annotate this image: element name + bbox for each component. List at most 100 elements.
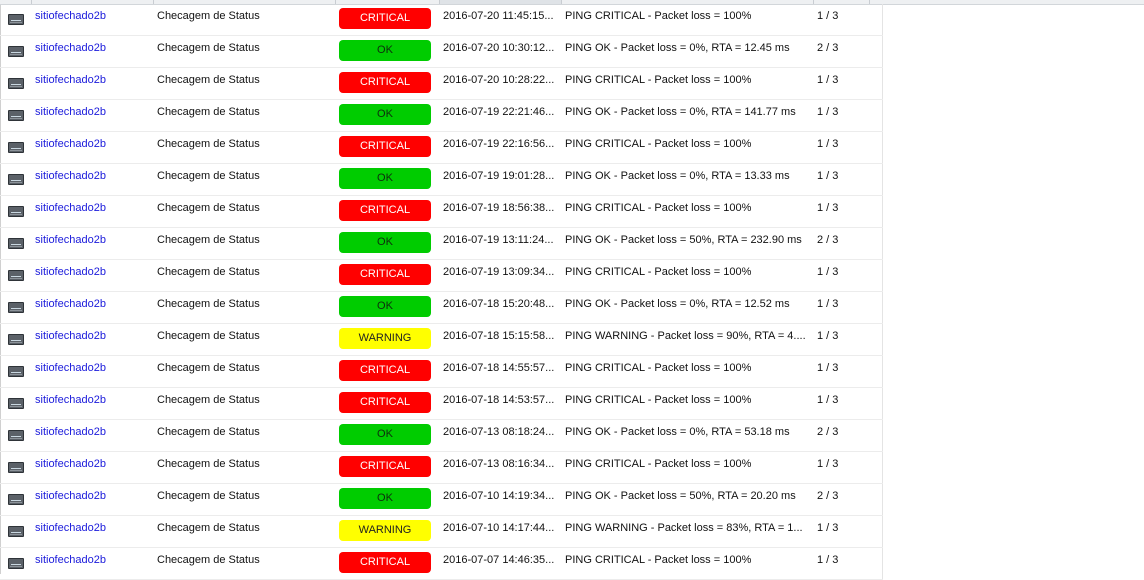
host-cell: sitiofechado2b: [32, 195, 154, 228]
host-link[interactable]: sitiofechado2b: [35, 266, 106, 278]
table-row[interactable]: sitiofechado2b Checagem de Status OK 201…: [0, 419, 883, 452]
event-rows: sitiofechado2b Checagem de Status CRITIC…: [0, 4, 883, 580]
status-badge: CRITICAL: [339, 360, 431, 381]
host-cell: sitiofechado2b: [32, 163, 154, 196]
event-time: 2016-07-18 14:55:57...: [443, 362, 555, 374]
status-badge: CRITICAL: [339, 8, 431, 29]
service-cell: Checagem de Status: [154, 483, 336, 516]
time-cell: 2016-07-10 14:19:34...: [440, 483, 562, 516]
output-cell: PING OK - Packet loss = 0%, RTA = 53.18 …: [562, 419, 814, 452]
status-output: PING OK - Packet loss = 0%, RTA = 12.52 …: [565, 298, 790, 310]
row-icon-cell: [0, 163, 32, 196]
host-link[interactable]: sitiofechado2b: [35, 458, 106, 470]
row-icon-cell: [0, 67, 32, 100]
host-cell: sitiofechado2b: [32, 227, 154, 260]
service-cell: Checagem de Status: [154, 227, 336, 260]
host-monitor-icon: [8, 430, 24, 441]
event-time: 2016-07-10 14:19:34...: [443, 490, 555, 502]
host-cell: sitiofechado2b: [32, 419, 154, 452]
host-monitor-icon: [8, 110, 24, 121]
table-row[interactable]: sitiofechado2b Checagem de Status OK 201…: [0, 99, 883, 132]
table-row[interactable]: sitiofechado2b Checagem de Status CRITIC…: [0, 547, 883, 580]
host-monitor-icon: [8, 526, 24, 537]
attempt-count: 1 / 3: [817, 330, 839, 342]
service-cell: Checagem de Status: [154, 99, 336, 132]
event-time: 2016-07-19 22:21:46...: [443, 106, 555, 118]
table-row[interactable]: sitiofechado2b Checagem de Status CRITIC…: [0, 259, 883, 292]
output-cell: PING CRITICAL - Packet loss = 100%: [562, 131, 814, 164]
attempt-count: 2 / 3: [817, 426, 839, 438]
table-row[interactable]: sitiofechado2b Checagem de Status CRITIC…: [0, 4, 883, 36]
service-name: Checagem de Status: [157, 490, 260, 502]
service-cell: Checagem de Status: [154, 387, 336, 420]
attempt-cell: 1 / 3: [814, 195, 883, 228]
table-row[interactable]: sitiofechado2b Checagem de Status WARNIN…: [0, 515, 883, 548]
host-link[interactable]: sitiofechado2b: [35, 234, 106, 246]
host-cell: sitiofechado2b: [32, 99, 154, 132]
header-icon-col[interactable]: [0, 0, 32, 4]
status-output: PING WARNING - Packet loss = 90%, RTA = …: [565, 330, 806, 342]
host-link[interactable]: sitiofechado2b: [35, 170, 106, 182]
host-cell: sitiofechado2b: [32, 323, 154, 356]
event-time: 2016-07-19 13:09:34...: [443, 266, 555, 278]
host-link[interactable]: sitiofechado2b: [35, 394, 106, 406]
attempt-cell: 1 / 3: [814, 291, 883, 324]
attempt-cell: 1 / 3: [814, 99, 883, 132]
status-badge: OK: [339, 424, 431, 445]
header-host-col[interactable]: [32, 0, 154, 4]
table-row[interactable]: sitiofechado2b Checagem de Status WARNIN…: [0, 323, 883, 356]
table-row[interactable]: sitiofechado2b Checagem de Status OK 201…: [0, 35, 883, 68]
table-row[interactable]: sitiofechado2b Checagem de Status OK 201…: [0, 291, 883, 324]
host-link[interactable]: sitiofechado2b: [35, 138, 106, 150]
table-row[interactable]: sitiofechado2b Checagem de Status CRITIC…: [0, 451, 883, 484]
header-status-col[interactable]: [336, 0, 440, 4]
row-icon-cell: [0, 355, 32, 388]
header-time-col[interactable]: [440, 0, 562, 4]
header-attempt-col[interactable]: [814, 0, 870, 4]
host-link[interactable]: sitiofechado2b: [35, 74, 106, 86]
header-output-col[interactable]: [562, 0, 814, 4]
attempt-count: 1 / 3: [817, 74, 839, 86]
time-cell: 2016-07-18 15:15:58...: [440, 323, 562, 356]
status-badge: CRITICAL: [339, 264, 431, 285]
status-cell: OK: [336, 227, 440, 260]
status-cell: CRITICAL: [336, 387, 440, 420]
host-link[interactable]: sitiofechado2b: [35, 490, 106, 502]
host-link[interactable]: sitiofechado2b: [35, 298, 106, 310]
host-link[interactable]: sitiofechado2b: [35, 330, 106, 342]
host-link[interactable]: sitiofechado2b: [35, 426, 106, 438]
attempt-cell: 1 / 3: [814, 387, 883, 420]
host-link[interactable]: sitiofechado2b: [35, 202, 106, 214]
attempt-cell: 1 / 3: [814, 163, 883, 196]
output-cell: PING CRITICAL - Packet loss = 100%: [562, 355, 814, 388]
row-icon-cell: [0, 99, 32, 132]
status-cell: OK: [336, 163, 440, 196]
table-row[interactable]: sitiofechado2b Checagem de Status CRITIC…: [0, 67, 883, 100]
host-link[interactable]: sitiofechado2b: [35, 554, 106, 566]
table-row[interactable]: sitiofechado2b Checagem de Status OK 201…: [0, 163, 883, 196]
output-cell: PING OK - Packet loss = 0%, RTA = 13.33 …: [562, 163, 814, 196]
attempt-count: 1 / 3: [817, 298, 839, 310]
table-row[interactable]: sitiofechado2b Checagem de Status CRITIC…: [0, 195, 883, 228]
table-row[interactable]: sitiofechado2b Checagem de Status CRITIC…: [0, 355, 883, 388]
output-cell: PING CRITICAL - Packet loss = 100%: [562, 259, 814, 292]
service-cell: Checagem de Status: [154, 419, 336, 452]
host-link[interactable]: sitiofechado2b: [35, 522, 106, 534]
time-cell: 2016-07-18 14:53:57...: [440, 387, 562, 420]
header-service-col[interactable]: [154, 0, 336, 4]
status-output: PING CRITICAL - Packet loss = 100%: [565, 74, 752, 86]
status-output: PING OK - Packet loss = 0%, RTA = 13.33 …: [565, 170, 790, 182]
host-link[interactable]: sitiofechado2b: [35, 362, 106, 374]
host-link[interactable]: sitiofechado2b: [35, 42, 106, 54]
table-row[interactable]: sitiofechado2b Checagem de Status OK 201…: [0, 227, 883, 260]
host-monitor-icon: [8, 334, 24, 345]
host-link[interactable]: sitiofechado2b: [35, 10, 106, 22]
table-row[interactable]: sitiofechado2b Checagem de Status OK 201…: [0, 483, 883, 516]
host-monitor-icon: [8, 238, 24, 249]
host-link[interactable]: sitiofechado2b: [35, 106, 106, 118]
table-row[interactable]: sitiofechado2b Checagem de Status CRITIC…: [0, 387, 883, 420]
attempt-count: 1 / 3: [817, 554, 839, 566]
table-row[interactable]: sitiofechado2b Checagem de Status CRITIC…: [0, 131, 883, 164]
status-cell: CRITICAL: [336, 195, 440, 228]
event-time: 2016-07-20 10:30:12...: [443, 42, 555, 54]
